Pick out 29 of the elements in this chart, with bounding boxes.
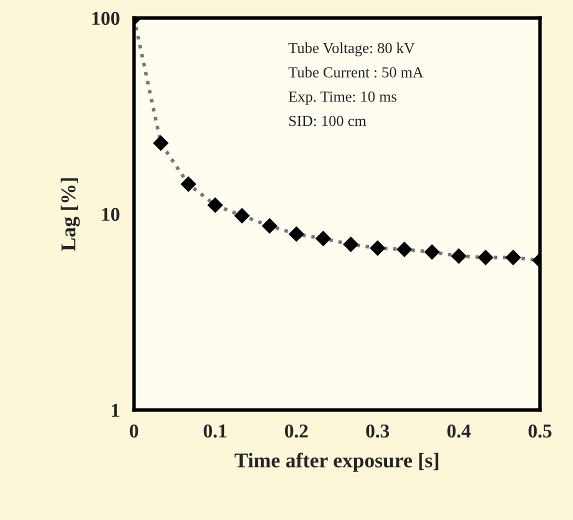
point: [288, 226, 304, 242]
x-tick-label: 0.1: [204, 424, 226, 438]
x-tick-label: 0.2: [284, 424, 308, 438]
x-tick-label: 0: [130, 424, 138, 438]
point: [424, 244, 440, 260]
x-axis-title: Time after exposure [s]: [234, 452, 438, 472]
x-tick-label: 0.5: [528, 424, 552, 438]
y-tick-label: 1: [112, 404, 120, 417]
annotation: SID: 100 cm: [289, 116, 366, 126]
y-axis-title: Lag [%]: [60, 178, 80, 251]
point: [396, 242, 412, 257]
point: [262, 218, 278, 234]
point: [506, 250, 521, 266]
point: [180, 176, 196, 192]
point: [370, 240, 386, 256]
point: [343, 236, 358, 252]
y-tick-label: 10: [102, 208, 120, 221]
point: [153, 136, 168, 151]
point: [316, 230, 331, 246]
point: [478, 250, 494, 266]
x-tick-label: 0.4: [447, 424, 471, 438]
point: [451, 248, 466, 264]
y-tick-label: 100: [92, 12, 120, 25]
annotation: Tube Voltage: 80 kV: [288, 42, 415, 56]
point: [208, 198, 223, 213]
annotation: Exp. Time: 10 ms: [288, 91, 396, 105]
x-tick-label: 0.3: [366, 424, 390, 438]
point: [234, 208, 250, 224]
annotation: Tube Current : 50 mA: [288, 66, 424, 78]
